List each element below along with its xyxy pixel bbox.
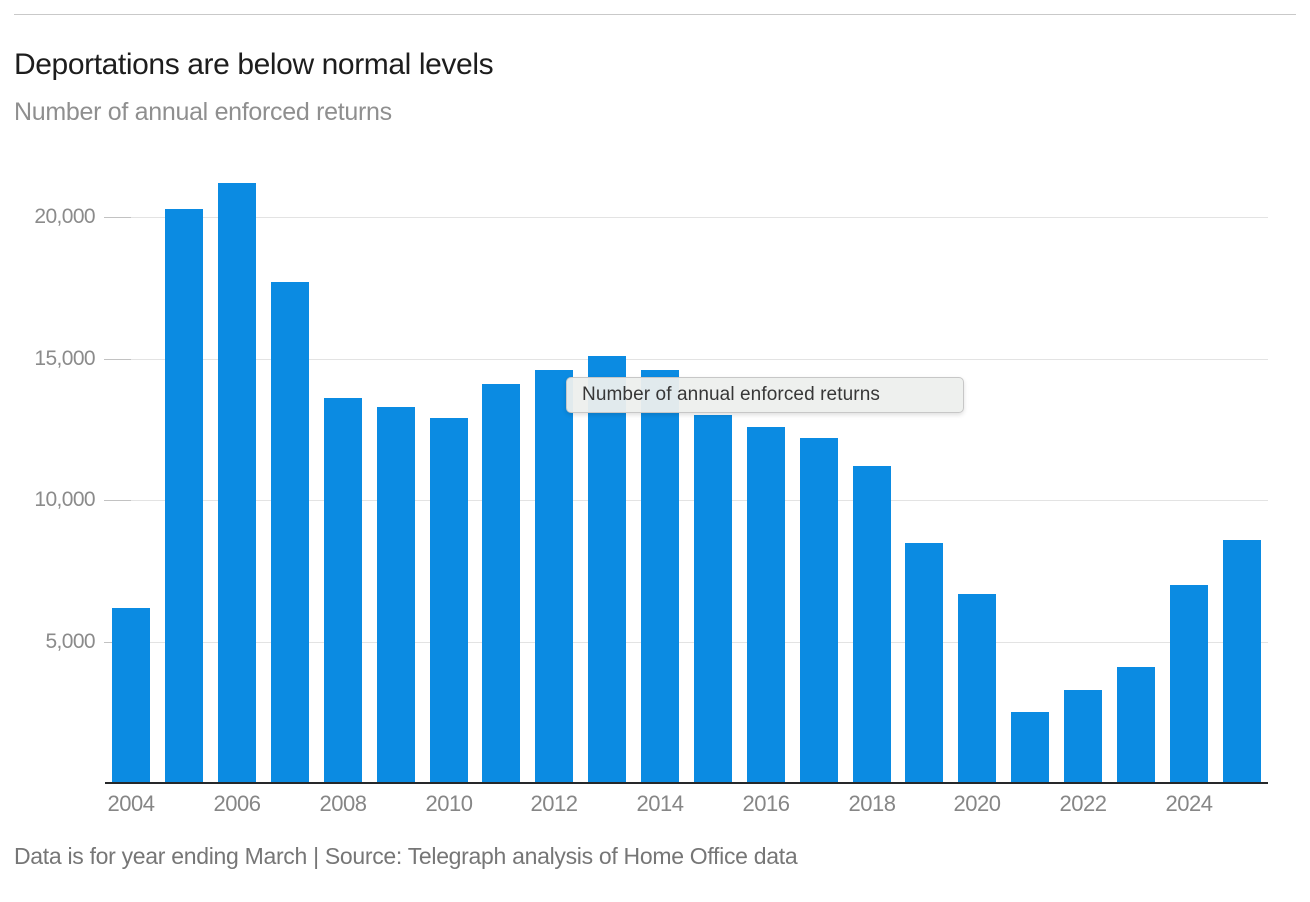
bar-2021[interactable] <box>1011 712 1049 783</box>
chart-subtitle: Number of annual enforced returns <box>14 98 392 126</box>
bar-2025[interactable] <box>1223 540 1261 783</box>
y-axis-tick <box>104 359 131 360</box>
gridline <box>105 642 1268 643</box>
top-divider <box>14 14 1296 15</box>
bar-2010[interactable] <box>430 418 468 783</box>
bar-2012[interactable] <box>535 370 573 783</box>
chart-title: Deportations are below normal levels <box>14 48 494 82</box>
bar-2005[interactable] <box>165 209 203 783</box>
x-axis-tick-label: 2010 <box>425 791 473 816</box>
tooltip-label: Number of annual enforced returns <box>582 384 880 405</box>
bar-2004[interactable] <box>112 608 150 783</box>
y-axis-tick-label: 10,000 <box>34 488 95 511</box>
x-axis-tick-label: 2006 <box>213 791 261 816</box>
x-axis-tick-label: 2012 <box>530 791 578 816</box>
bar-2019[interactable] <box>905 543 943 783</box>
x-axis-tick-label: 2008 <box>319 791 367 816</box>
bar-2008[interactable] <box>324 398 362 783</box>
bar-2014[interactable] <box>641 370 679 783</box>
bar-2015[interactable] <box>694 415 732 783</box>
bar-2016[interactable] <box>747 427 785 783</box>
x-axis-tick-label: 2024 <box>1165 791 1213 816</box>
y-axis-tick-label: 15,000 <box>34 347 95 370</box>
x-axis-tick-label: 2014 <box>636 791 684 816</box>
bar-2013[interactable] <box>588 356 626 783</box>
x-axis-tick-label: 2018 <box>848 791 896 816</box>
bar-2018[interactable] <box>853 466 891 783</box>
y-axis-tick <box>104 217 131 218</box>
gridline <box>105 359 1268 360</box>
gridline <box>105 500 1268 501</box>
bar-2011[interactable] <box>482 384 520 783</box>
y-axis-tick-label: 5,000 <box>45 630 95 653</box>
tooltip: Number of annual enforced returns <box>566 377 964 413</box>
x-axis-tick-label: 2020 <box>953 791 1001 816</box>
x-axis-tick-label: 2004 <box>107 791 155 816</box>
bar-2020[interactable] <box>958 594 996 783</box>
bar-2006[interactable] <box>218 183 256 783</box>
chart-footer-note: Data is for year ending March | Source: … <box>14 843 798 869</box>
bar-2007[interactable] <box>271 282 309 783</box>
gridline <box>105 217 1268 218</box>
bar-2009[interactable] <box>377 407 415 783</box>
x-axis-tick-label: 2016 <box>742 791 790 816</box>
x-axis-tick-label: 2022 <box>1059 791 1107 816</box>
x-axis-line <box>105 782 1268 784</box>
y-axis-tick-label: 20,000 <box>34 205 95 228</box>
bar-2022[interactable] <box>1064 690 1102 783</box>
y-axis-tick <box>104 500 131 501</box>
bar-2024[interactable] <box>1170 585 1208 783</box>
bar-2017[interactable] <box>800 438 838 783</box>
bar-2023[interactable] <box>1117 667 1155 783</box>
